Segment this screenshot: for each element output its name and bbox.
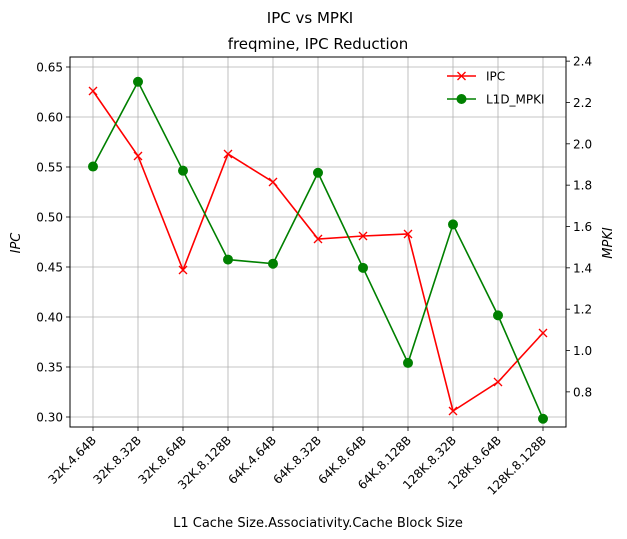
data-point-l1d-mpki xyxy=(358,262,368,273)
data-point-l1d-mpki xyxy=(538,413,548,424)
legend-label: L1D_MPKI xyxy=(486,93,545,107)
data-point-ipc xyxy=(88,86,98,96)
data-point-l1d-mpki xyxy=(133,76,143,87)
data-point-ipc xyxy=(268,177,278,187)
axis-layer: 32K.4.64B32K.8.32B32K.8.64B32K.8.128B64K… xyxy=(36,55,592,498)
y-tick-label-left: 0.35 xyxy=(36,361,63,375)
data-point-ipc xyxy=(403,229,413,239)
data-point-ipc xyxy=(493,377,503,387)
data-point-ipc-stroke xyxy=(223,149,233,159)
data-point-l1d-mpki xyxy=(88,161,98,172)
data-point-ipc-stroke xyxy=(358,231,368,241)
data-point-ipc-stroke xyxy=(493,377,503,387)
x-axis-label: L1 Cache Size.Associativity.Cache Block … xyxy=(173,516,463,531)
data-point-ipc xyxy=(538,328,548,338)
y-tick-label-right: 1.4 xyxy=(573,261,592,275)
y-tick-label-right: 0.8 xyxy=(573,385,592,399)
y-tick-label-left: 0.65 xyxy=(36,61,63,75)
y-tick-label-right: 1.8 xyxy=(573,179,592,193)
y-tick-label-left: 0.30 xyxy=(36,411,63,425)
data-point-l1d-mpki xyxy=(223,254,233,265)
data-point-ipc xyxy=(178,265,188,275)
y-tick-label-right: 1.2 xyxy=(573,303,592,317)
data-point-ipc-stroke xyxy=(268,177,278,187)
data-point-ipc-stroke xyxy=(88,86,98,96)
y-tick-label-left: 0.55 xyxy=(36,161,63,175)
data-point-ipc-stroke xyxy=(448,406,458,416)
data-point-ipc-stroke xyxy=(178,265,188,275)
y-tick-label-left: 0.40 xyxy=(36,311,63,325)
series-layer xyxy=(88,76,548,424)
y-tick-label-left: 0.60 xyxy=(36,111,63,125)
chart-suptitle: IPC vs MPKI xyxy=(267,9,353,27)
data-point-ipc xyxy=(223,149,233,159)
data-point-ipc-stroke xyxy=(313,234,323,244)
data-point-l1d-mpki xyxy=(448,219,458,230)
legend-marker xyxy=(457,71,466,81)
data-point-l1d-mpki xyxy=(313,167,323,178)
legend-label: IPC xyxy=(486,70,505,84)
legend-marker-stroke xyxy=(457,71,466,81)
legend-marker xyxy=(456,94,467,104)
y-tick-label-right: 1.0 xyxy=(573,344,592,358)
data-point-l1d-mpki xyxy=(403,357,413,368)
data-point-ipc xyxy=(313,234,323,244)
data-point-ipc xyxy=(133,151,143,161)
data-point-ipc-stroke xyxy=(403,229,413,239)
y-tick-label-right: 2.2 xyxy=(573,96,592,110)
y-axis-label-left: IPC xyxy=(9,232,24,254)
chart-title: freqmine, IPC Reduction xyxy=(228,35,409,53)
data-point-ipc-stroke xyxy=(133,151,143,161)
data-point-ipc-stroke xyxy=(538,328,548,338)
y-axis-label-right: MPKI xyxy=(601,227,616,259)
y-tick-label-right: 1.6 xyxy=(573,220,592,234)
data-point-l1d-mpki xyxy=(493,310,503,321)
legend: IPC L1D_MPKI xyxy=(447,70,545,107)
y-tick-label-left: 0.50 xyxy=(36,211,63,225)
data-point-ipc xyxy=(358,231,368,241)
data-point-l1d-mpki xyxy=(268,258,278,269)
data-point-ipc xyxy=(448,406,458,416)
y-tick-label-right: 2.0 xyxy=(573,137,592,151)
y-tick-label-left: 0.45 xyxy=(36,261,63,275)
grid-layer xyxy=(70,57,566,427)
y-tick-label-right: 2.4 xyxy=(573,55,592,69)
data-point-l1d-mpki xyxy=(178,165,188,176)
